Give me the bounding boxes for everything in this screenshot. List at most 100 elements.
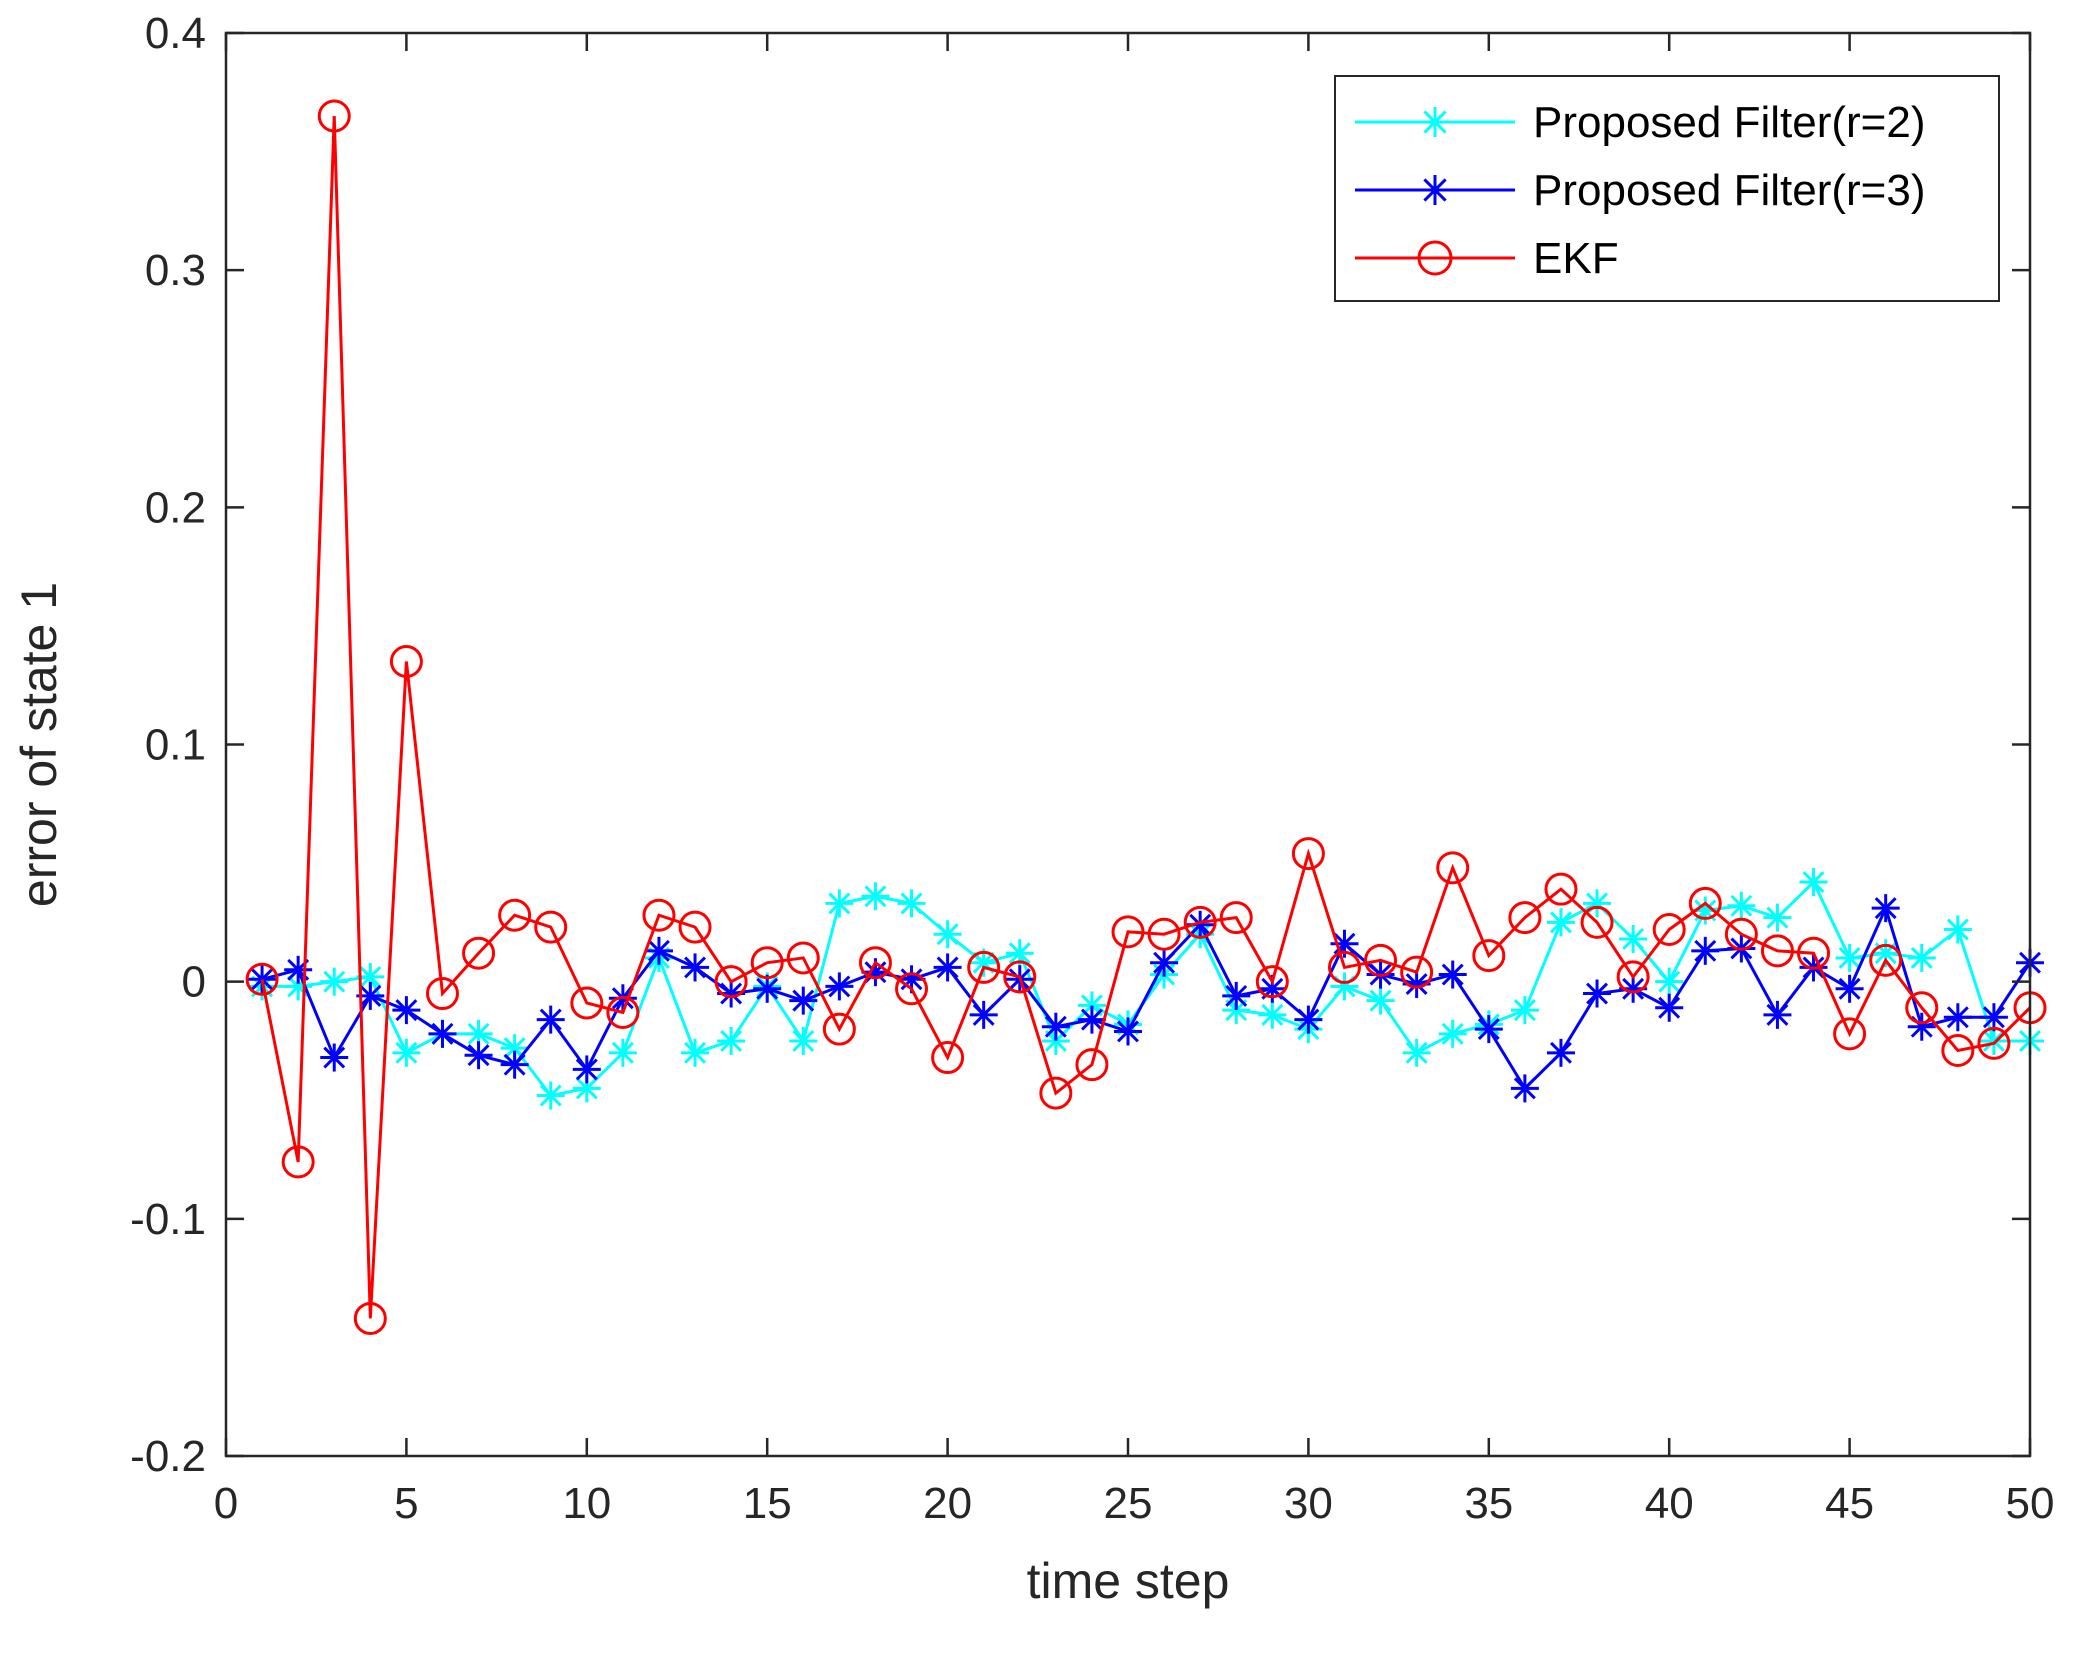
data-point xyxy=(789,1026,818,1055)
data-point xyxy=(317,99,351,133)
series-2 xyxy=(248,894,2044,1103)
data-point xyxy=(572,1074,601,1103)
data-point xyxy=(644,936,673,965)
data-point xyxy=(536,1081,565,1110)
data-point xyxy=(608,1038,637,1067)
y-tick-labels: -0.2 -0.1 0 0.1 0.2 0.3 0.4 xyxy=(130,9,206,1481)
data-point xyxy=(1835,974,1864,1003)
data-point xyxy=(500,1050,529,1079)
data-point xyxy=(1724,917,1758,951)
data-point xyxy=(861,882,890,911)
data-point xyxy=(931,1041,965,1075)
y-tick-label: -0.1 xyxy=(130,1195,206,1244)
legend-marker xyxy=(1417,240,1453,276)
x-tick-labels: 0 5 10 15 20 25 30 35 40 45 50 xyxy=(214,1479,2055,1528)
data-point xyxy=(1402,1038,1431,1067)
legend-marker xyxy=(1420,175,1450,205)
series-layer xyxy=(245,99,2047,1335)
data-point xyxy=(1691,936,1720,965)
data-point xyxy=(825,972,854,1001)
data-point xyxy=(1294,1005,1323,1034)
data-point xyxy=(825,889,854,918)
data-point xyxy=(534,910,568,944)
data-point xyxy=(425,977,459,1011)
data-point xyxy=(1041,1012,1070,1041)
y-axis-label: error of state 1 xyxy=(11,582,67,907)
data-point xyxy=(678,910,712,944)
data-point xyxy=(570,986,604,1020)
data-point xyxy=(789,986,818,1015)
series-3 xyxy=(245,99,2047,1335)
data-point xyxy=(1291,837,1325,871)
data-point xyxy=(1510,1074,1539,1103)
data-point xyxy=(1003,960,1037,994)
legend-entry: EKF xyxy=(1355,234,1619,283)
data-point xyxy=(1546,908,1575,937)
data-point xyxy=(642,898,676,932)
data-point xyxy=(933,920,962,949)
y-tick-label: 0.3 xyxy=(145,246,206,295)
data-point xyxy=(1799,868,1828,897)
legend-entry: Proposed Filter(r=3) xyxy=(1355,166,1925,215)
data-point xyxy=(1111,915,1145,949)
data-point xyxy=(1183,905,1217,939)
legend-entries: Proposed Filter(r=2) Proposed Filter(r=3)… xyxy=(1355,98,1925,283)
data-point xyxy=(1147,917,1181,951)
data-point xyxy=(1219,901,1253,935)
data-point xyxy=(1583,979,1612,1008)
data-point xyxy=(1438,1019,1467,1048)
data-point xyxy=(245,962,279,996)
data-point xyxy=(750,946,784,980)
data-point xyxy=(281,1145,315,1179)
data-point xyxy=(967,950,1001,984)
data-point xyxy=(1979,1026,2008,1055)
data-point xyxy=(822,1012,856,1046)
y-tick-label: 0.1 xyxy=(145,721,206,770)
data-point xyxy=(1833,1017,1867,1051)
legend-label: EKF xyxy=(1533,234,1619,283)
data-point xyxy=(356,981,385,1010)
data-point xyxy=(717,1026,746,1055)
data-point xyxy=(606,995,640,1029)
data-point xyxy=(933,953,962,982)
data-point xyxy=(753,974,782,1003)
data-point xyxy=(1544,872,1578,906)
data-point xyxy=(1255,965,1289,999)
x-tick-label: 5 xyxy=(394,1479,418,1528)
data-point xyxy=(786,941,820,975)
data-point xyxy=(1616,960,1650,994)
data-point xyxy=(1222,981,1251,1010)
data-point xyxy=(1546,1038,1575,1067)
y-tick-label: 0.4 xyxy=(145,9,206,58)
data-point xyxy=(1580,905,1614,939)
data-point xyxy=(1114,1017,1142,1046)
data-point xyxy=(1943,915,1972,944)
data-point xyxy=(1075,1048,1109,1082)
data-point xyxy=(1941,1033,1975,1067)
data-point xyxy=(897,889,926,918)
legend-marker xyxy=(1420,107,1450,137)
x-tick-label: 0 xyxy=(214,1479,238,1528)
legend-entry: Proposed Filter(r=2) xyxy=(1355,98,1925,147)
data-point xyxy=(1400,955,1434,989)
data-point xyxy=(1327,950,1361,984)
data-point xyxy=(1979,1003,2008,1032)
data-point xyxy=(1474,1015,1503,1044)
data-point xyxy=(1727,891,1756,920)
data-point xyxy=(681,953,710,982)
data-point xyxy=(1907,943,1936,972)
data-point xyxy=(353,1301,387,1335)
ticks-layer xyxy=(224,31,2032,1458)
data-point xyxy=(536,1005,565,1034)
data-point xyxy=(1436,851,1470,885)
data-point xyxy=(1655,993,1684,1022)
data-point xyxy=(1652,912,1686,946)
data-point xyxy=(1943,1003,1972,1032)
data-point xyxy=(1472,939,1506,973)
data-point xyxy=(1508,901,1542,935)
data-point xyxy=(320,967,349,996)
data-point xyxy=(1905,991,1939,1025)
data-point xyxy=(969,1000,998,1029)
data-point xyxy=(1039,1076,1073,1110)
